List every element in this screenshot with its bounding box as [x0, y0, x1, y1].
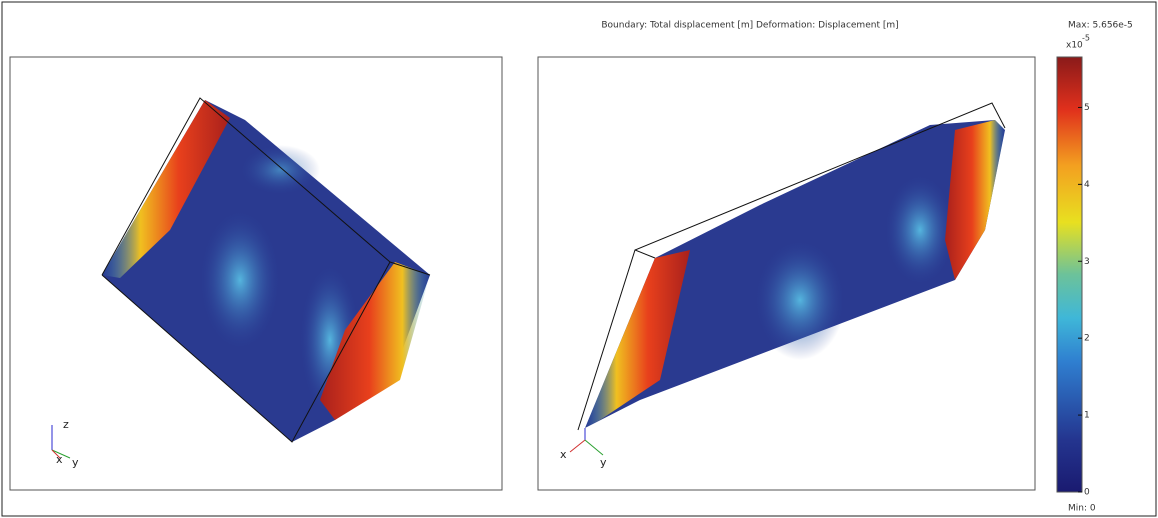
axis-label: z [63, 418, 69, 431]
axis-label: y [600, 456, 607, 469]
colorbar-tick-label: 0 [1084, 488, 1090, 498]
left-view: z x y [10, 57, 502, 490]
colorbar-gradient [1057, 57, 1082, 492]
max-label: Max: 5.656e-5 [1068, 21, 1133, 31]
colorbar-tick-label: 5 [1084, 103, 1090, 113]
colorbar-tick-label: 4 [1084, 180, 1090, 190]
min-label: Min: 0 [1068, 504, 1096, 514]
colorbar-scale: x10 [1066, 41, 1083, 51]
colorbar-tick-label: 3 [1084, 257, 1090, 267]
colorbar: 0 1 2 3 4 5 [1057, 57, 1090, 498]
colorbar-exponent: -5 [1082, 34, 1090, 43]
axis-label: y [72, 456, 79, 469]
plot-title: Boundary: Total displacement [m] Deforma… [601, 21, 898, 31]
right-view: x y [538, 57, 1035, 490]
axis-label: x [56, 453, 63, 466]
axis-label: x [560, 448, 567, 461]
colorbar-tick-label: 1 [1084, 411, 1090, 421]
colorbar-tick-label: 2 [1084, 334, 1090, 344]
app-window: Boundary: Total displacement [m] Deforma… [0, 0, 1158, 518]
